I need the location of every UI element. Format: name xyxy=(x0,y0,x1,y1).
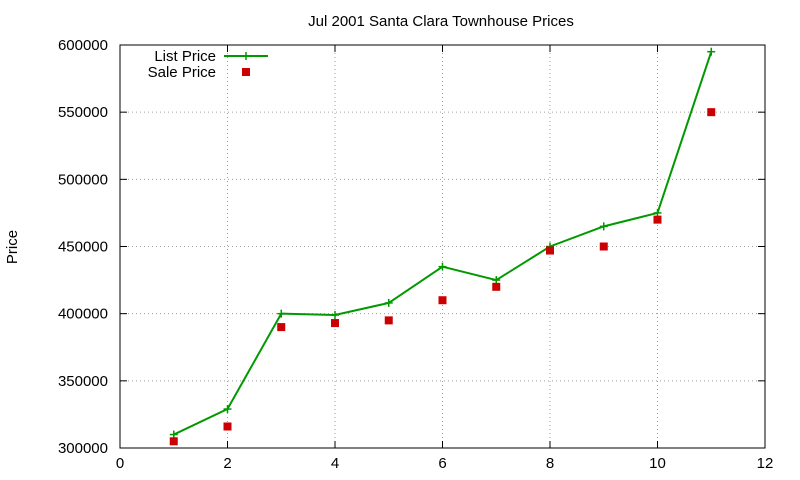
series xyxy=(169,47,716,446)
sale-price-point xyxy=(707,108,716,117)
sale-price-point xyxy=(599,242,608,251)
sale-price-point xyxy=(492,282,501,291)
sale-price-point xyxy=(384,316,393,325)
list-price-point xyxy=(384,298,393,307)
sale-price-point xyxy=(277,323,286,332)
list-price-point xyxy=(169,430,178,439)
sale-price-point xyxy=(331,319,339,328)
sale-price-point xyxy=(653,215,662,224)
y-tick-label: 450000 xyxy=(58,239,108,256)
sale-price-point xyxy=(438,296,447,305)
y-tick-label: 500000 xyxy=(58,171,108,188)
ticks: 0 2 4 6 8 10 12 300000 350000 400000 450000 500000 5… xyxy=(58,37,773,472)
x-tick-label: 0 xyxy=(116,455,124,472)
x-tick-label: 6 xyxy=(438,455,446,472)
x-tick-label: 4 xyxy=(331,455,339,472)
list-price-point xyxy=(653,208,662,217)
legend-marker-list-price xyxy=(242,52,250,60)
legend: List Price Sale Price xyxy=(148,48,268,81)
y-tick-label: 400000 xyxy=(58,306,108,323)
legend-marker-sale-price xyxy=(242,68,250,76)
list-price-point xyxy=(438,262,447,271)
sale-price-point xyxy=(223,422,232,431)
sale-price-point xyxy=(169,437,178,446)
list-price-point xyxy=(223,405,232,414)
x-tick-label: 8 xyxy=(546,455,554,472)
legend-label-list-price: List Price xyxy=(154,48,216,65)
y-axis-label: Price xyxy=(4,230,21,264)
y-tick-label: 600000 xyxy=(58,37,108,54)
x-tick-label: 2 xyxy=(223,455,231,472)
x-tick-label: 10 xyxy=(649,455,666,472)
y-tick-label: 550000 xyxy=(58,104,108,121)
sale-price-point xyxy=(546,246,554,255)
list-price-point xyxy=(277,309,286,318)
list-price-point xyxy=(599,222,608,231)
grid xyxy=(120,45,765,448)
chart-title: Jul 2001 Santa Clara Townhouse Prices xyxy=(308,13,574,30)
legend-label-sale-price: Sale Price xyxy=(148,64,216,81)
x-tick-label: 12 xyxy=(757,455,774,472)
list-price-point xyxy=(707,47,716,56)
y-tick-label: 350000 xyxy=(58,373,108,390)
list-price-point xyxy=(331,311,339,320)
y-tick-label: 300000 xyxy=(58,440,108,457)
list-price-point xyxy=(492,276,501,285)
